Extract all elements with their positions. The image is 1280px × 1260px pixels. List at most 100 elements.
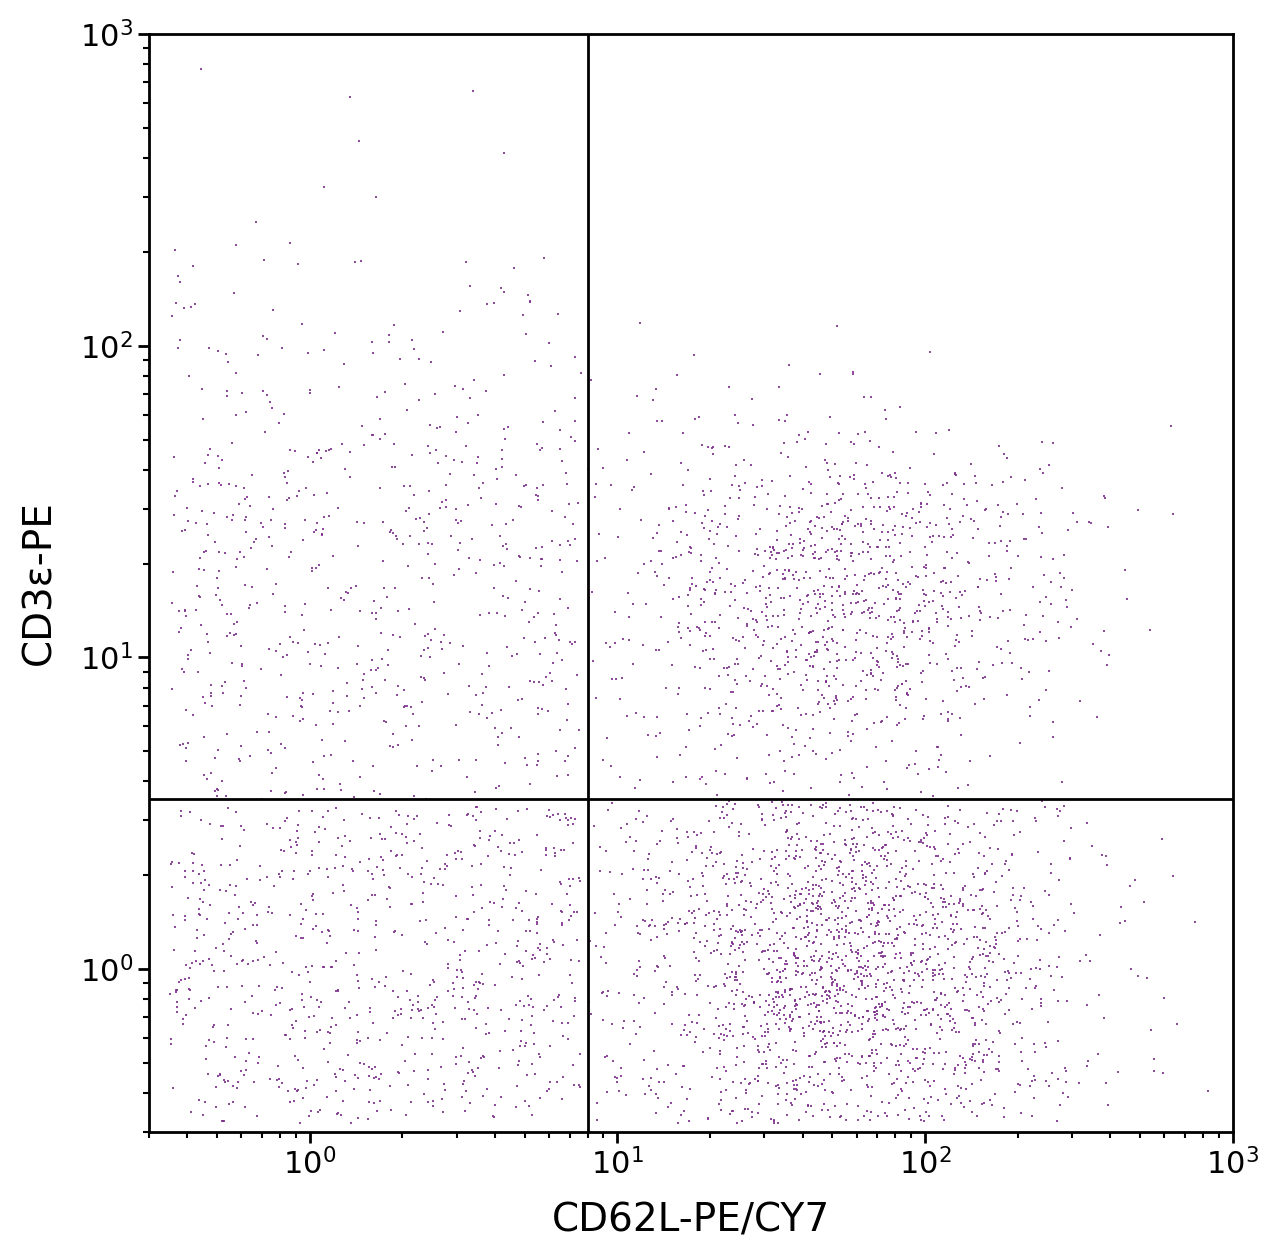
Point <box>950 888 970 908</box>
Point <box>916 544 937 564</box>
Point <box>739 985 759 1005</box>
Point <box>1056 1071 1076 1091</box>
Point <box>452 978 472 998</box>
Point <box>933 892 954 912</box>
Point <box>412 1028 433 1048</box>
Point <box>211 595 232 615</box>
Point <box>233 950 253 970</box>
Point <box>435 475 456 495</box>
Point <box>763 702 783 722</box>
Point <box>902 942 923 963</box>
Point <box>806 598 827 619</box>
Point <box>239 495 260 515</box>
Point <box>931 983 951 1003</box>
Point <box>777 1105 797 1125</box>
Point <box>170 272 191 292</box>
Point <box>512 901 532 921</box>
Point <box>410 911 430 931</box>
Point <box>265 980 285 1000</box>
Point <box>1014 878 1034 898</box>
Point <box>1087 707 1107 727</box>
Point <box>937 709 957 730</box>
Point <box>1032 989 1052 1009</box>
Point <box>890 397 910 417</box>
Point <box>343 920 364 940</box>
Point <box>266 575 287 595</box>
Point <box>858 1000 878 1021</box>
Point <box>436 856 457 876</box>
Point <box>1125 871 1146 891</box>
Point <box>966 659 987 679</box>
Point <box>774 998 795 1018</box>
Point <box>950 724 970 745</box>
Point <box>947 543 968 563</box>
Point <box>512 1011 532 1031</box>
Point <box>699 529 719 549</box>
Point <box>384 1002 404 1022</box>
Point <box>383 737 403 757</box>
Point <box>296 1077 316 1097</box>
Point <box>970 823 991 843</box>
Point <box>516 921 536 941</box>
Point <box>627 966 648 987</box>
Point <box>886 822 906 842</box>
Point <box>986 1058 1006 1079</box>
Point <box>883 805 904 825</box>
Point <box>910 663 931 683</box>
Point <box>188 898 209 919</box>
Point <box>195 925 215 945</box>
Point <box>360 998 380 1018</box>
Point <box>748 544 768 564</box>
Point <box>774 761 795 781</box>
Point <box>847 514 868 534</box>
Point <box>463 1062 484 1082</box>
Point <box>937 542 957 562</box>
Point <box>691 551 712 571</box>
Point <box>932 596 952 616</box>
Point <box>796 878 817 898</box>
Point <box>207 976 228 997</box>
Point <box>886 588 906 609</box>
Point <box>731 872 751 892</box>
Point <box>288 1051 308 1071</box>
Point <box>788 609 809 629</box>
Point <box>759 578 780 598</box>
Point <box>200 814 220 834</box>
Point <box>649 514 669 534</box>
Point <box>873 895 893 915</box>
Point <box>445 510 466 530</box>
Point <box>829 926 850 946</box>
Point <box>777 508 797 528</box>
Point <box>1012 1027 1033 1047</box>
Point <box>296 958 316 978</box>
Point <box>969 1057 989 1077</box>
Point <box>745 898 765 919</box>
Point <box>751 1086 772 1106</box>
Point <box>945 636 965 656</box>
Point <box>364 591 384 611</box>
Point <box>570 1043 590 1063</box>
Point <box>549 721 570 741</box>
Point <box>430 417 451 437</box>
Point <box>1029 459 1050 479</box>
Point <box>905 1019 925 1040</box>
Point <box>1091 925 1111 945</box>
Point <box>1128 966 1148 987</box>
Point <box>716 976 736 997</box>
Point <box>870 1052 891 1072</box>
Point <box>458 999 479 1019</box>
Point <box>520 291 540 311</box>
Point <box>314 176 334 197</box>
Point <box>211 815 232 835</box>
Point <box>861 1076 882 1096</box>
Point <box>311 992 332 1012</box>
Point <box>494 144 515 164</box>
Point <box>806 915 827 935</box>
Point <box>851 964 872 984</box>
Point <box>1023 577 1043 597</box>
Point <box>817 619 837 639</box>
Point <box>742 659 763 679</box>
Point <box>946 465 966 485</box>
Point <box>319 702 339 722</box>
Point <box>646 747 667 767</box>
